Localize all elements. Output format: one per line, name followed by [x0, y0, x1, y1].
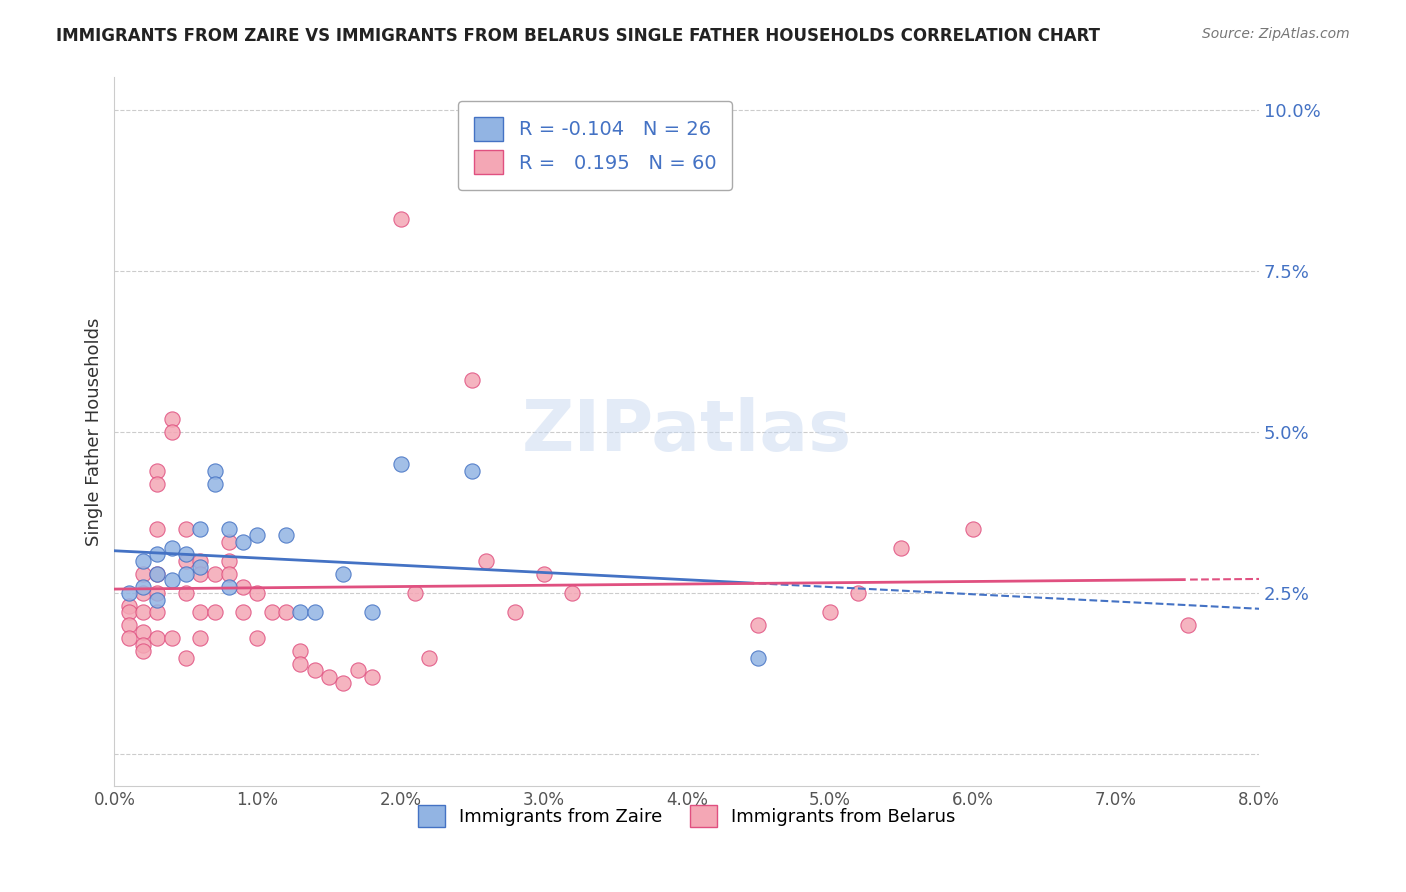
Legend: Immigrants from Zaire, Immigrants from Belarus: Immigrants from Zaire, Immigrants from B… — [411, 797, 963, 834]
Point — [274, 528, 297, 542]
Point — [304, 664, 326, 678]
Point — [274, 606, 297, 620]
Point — [503, 606, 526, 620]
Point — [418, 650, 440, 665]
Point — [246, 586, 269, 600]
Text: ZIPatlas: ZIPatlas — [522, 398, 852, 467]
Point — [132, 586, 155, 600]
Text: Source: ZipAtlas.com: Source: ZipAtlas.com — [1202, 27, 1350, 41]
Point — [848, 586, 870, 600]
Point — [389, 212, 412, 227]
Text: IMMIGRANTS FROM ZAIRE VS IMMIGRANTS FROM BELARUS SINGLE FATHER HOUSEHOLDS CORREL: IMMIGRANTS FROM ZAIRE VS IMMIGRANTS FROM… — [56, 27, 1101, 45]
Point — [318, 670, 340, 684]
Point — [160, 632, 183, 646]
Point — [132, 644, 155, 658]
Point — [290, 606, 312, 620]
Point — [290, 657, 312, 671]
Point — [188, 606, 211, 620]
Point — [132, 566, 155, 581]
Point — [146, 592, 169, 607]
Point — [160, 425, 183, 439]
Point — [146, 548, 169, 562]
Point — [146, 566, 169, 581]
Point — [346, 664, 368, 678]
Point — [188, 522, 211, 536]
Point — [246, 528, 269, 542]
Point — [461, 373, 484, 387]
Point — [174, 548, 197, 562]
Point — [118, 632, 141, 646]
Point — [160, 541, 183, 555]
Point — [332, 566, 354, 581]
Point — [132, 580, 155, 594]
Point — [132, 624, 155, 639]
Point — [132, 606, 155, 620]
Point — [188, 566, 211, 581]
Point — [290, 644, 312, 658]
Point — [118, 606, 141, 620]
Point — [475, 554, 498, 568]
Point — [132, 638, 155, 652]
Point — [332, 676, 354, 690]
Point — [132, 554, 155, 568]
Point — [747, 618, 769, 632]
Point — [118, 618, 141, 632]
Point — [146, 606, 169, 620]
Point — [118, 586, 141, 600]
Point — [533, 566, 555, 581]
Point — [160, 412, 183, 426]
Point — [204, 606, 226, 620]
Point — [246, 632, 269, 646]
Point — [232, 580, 254, 594]
Point — [118, 599, 141, 613]
Point — [204, 566, 226, 581]
Point — [404, 586, 426, 600]
Point — [747, 650, 769, 665]
Point — [146, 566, 169, 581]
Point — [146, 586, 169, 600]
Point — [146, 632, 169, 646]
Point — [361, 606, 384, 620]
Point — [890, 541, 912, 555]
Y-axis label: Single Father Households: Single Father Households — [86, 318, 103, 546]
Point — [174, 566, 197, 581]
Point — [204, 464, 226, 478]
Point — [204, 476, 226, 491]
Point — [561, 586, 583, 600]
Point — [232, 606, 254, 620]
Point — [962, 522, 984, 536]
Point — [146, 476, 169, 491]
Point — [188, 632, 211, 646]
Point — [146, 522, 169, 536]
Point — [461, 464, 484, 478]
Point — [174, 586, 197, 600]
Point — [218, 580, 240, 594]
Point — [188, 554, 211, 568]
Point — [389, 457, 412, 471]
Point — [361, 670, 384, 684]
Point — [174, 650, 197, 665]
Point — [1177, 618, 1199, 632]
Point — [188, 560, 211, 574]
Point — [218, 522, 240, 536]
Point — [160, 573, 183, 587]
Point — [232, 534, 254, 549]
Point — [146, 464, 169, 478]
Point — [260, 606, 283, 620]
Point — [174, 522, 197, 536]
Point — [818, 606, 841, 620]
Point — [218, 554, 240, 568]
Point — [218, 534, 240, 549]
Point — [304, 606, 326, 620]
Point — [218, 566, 240, 581]
Point — [174, 554, 197, 568]
